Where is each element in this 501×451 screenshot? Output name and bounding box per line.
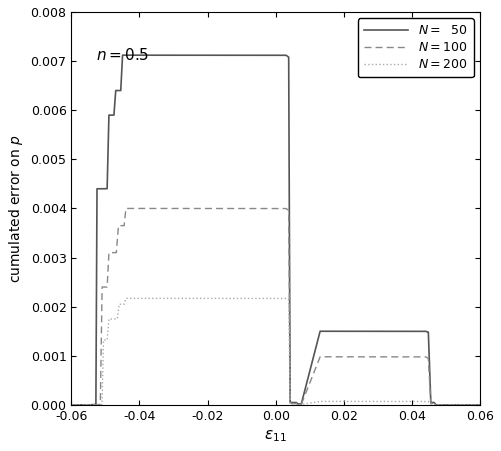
- Line: $N = \ \ 50$: $N = \ \ 50$: [71, 55, 480, 405]
- $N = \ \ 50$: [450, 402, 456, 408]
- Y-axis label: cumulated error on $p$: cumulated error on $p$: [7, 134, 25, 283]
- $N = 100$: [361, 354, 367, 359]
- $N = 100$: [450, 402, 456, 408]
- $N = 200$: [170, 296, 176, 301]
- Line: $N = 100$: $N = 100$: [71, 208, 480, 405]
- $N = \ \ 50$: [331, 328, 337, 334]
- Legend: $N = \ \ 50$, $N = 100$, $N = 200$: $N = \ \ 50$, $N = 100$, $N = 200$: [358, 18, 474, 77]
- $N = 100$: [316, 358, 322, 363]
- $N = 200$: [331, 399, 337, 404]
- $N = 200$: [68, 402, 74, 408]
- $N = 100$: [170, 206, 176, 211]
- $N = 200$: [450, 402, 456, 408]
- Line: $N = 200$: $N = 200$: [71, 299, 480, 405]
- $N = 200$: [262, 296, 268, 301]
- $N = 100$: [68, 402, 74, 408]
- Text: $n = 0.5$: $n = 0.5$: [96, 47, 149, 63]
- $N = \ \ 50$: [119, 52, 125, 58]
- $N = 200$: [477, 402, 483, 408]
- $N = 200$: [316, 399, 322, 405]
- $N = \ \ 50$: [477, 402, 483, 408]
- $N = 100$: [262, 206, 268, 211]
- $N = \ \ 50$: [262, 52, 268, 58]
- $N = 100$: [123, 206, 129, 211]
- $N = 100$: [477, 402, 483, 408]
- $N = \ \ 50$: [170, 52, 176, 58]
- $N = \ \ 50$: [361, 328, 367, 334]
- $N = 200$: [123, 296, 129, 301]
- $N = \ \ 50$: [316, 334, 322, 340]
- X-axis label: $\varepsilon_{11}$: $\varepsilon_{11}$: [265, 428, 287, 444]
- $N = \ \ 50$: [68, 402, 74, 408]
- $N = 200$: [361, 399, 367, 404]
- $N = 100$: [331, 354, 337, 359]
